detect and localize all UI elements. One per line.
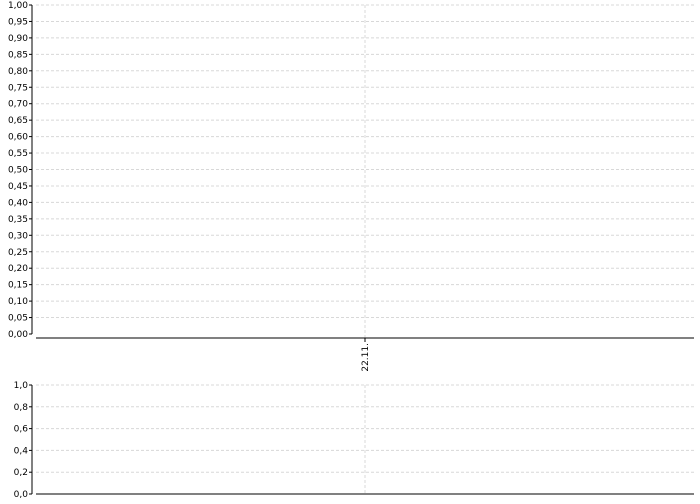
y-tick-label: 0,70 (8, 100, 28, 110)
y-tick-label: 0,45 (8, 182, 28, 192)
y-tick-label: 0,75 (8, 83, 28, 93)
y-tick-label: 0,90 (8, 34, 28, 44)
y-tick-label: 0,35 (8, 215, 28, 225)
y-tick-label: 0,2 (14, 468, 28, 478)
top-chart: 0,00 0,05 0,10 0,15 0,20 0,25 0,30 0,35 0,40 0,45… (8, 1, 694, 372)
y-tick-label: 0,6 (14, 425, 29, 435)
y-tick-label: 1,0 (14, 381, 29, 391)
y-tick-label: 0,55 (8, 149, 28, 159)
y-tick-label: 0,20 (8, 264, 28, 274)
y-tick-label: 0,00 (8, 330, 28, 340)
y-tick-label: 0,4 (14, 446, 29, 456)
y-tick-label: 0,15 (8, 281, 28, 291)
y-tick-label: 0,65 (8, 116, 28, 126)
y-tick-label: 0,30 (8, 231, 28, 241)
y-tick-label: 0,85 (8, 50, 28, 60)
y-tick-label: 0,40 (8, 198, 28, 208)
y-tick-label: 0,10 (8, 297, 28, 307)
bottom-chart: 0,0 0,2 0,4 0,6 0,8 1,0 (14, 381, 694, 500)
y-tick-label: 0,95 (8, 17, 28, 27)
y-tick-label: 1,00 (8, 1, 28, 11)
y-tick-label: 0,25 (8, 248, 28, 258)
x-tick-label: 22.11. (361, 343, 371, 372)
y-tick-label: 0,50 (8, 166, 28, 176)
y-tick-label: 0,05 (8, 314, 28, 324)
y-tick-label: 0,60 (8, 133, 28, 143)
y-tick-label: 0,0 (14, 490, 29, 500)
y-tick-label: 0,8 (14, 403, 29, 413)
y-tick-label: 0,80 (8, 67, 28, 77)
